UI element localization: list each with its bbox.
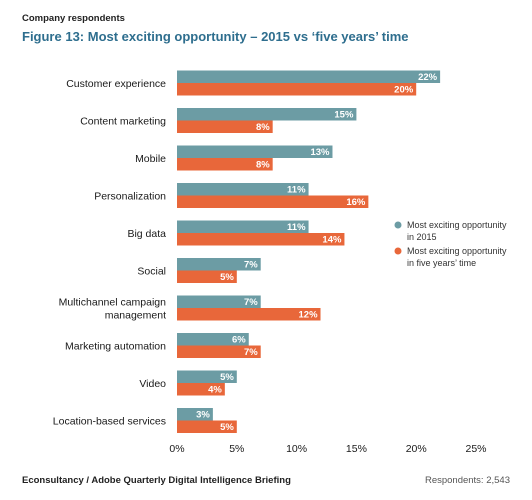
x-tick-label: 25% <box>465 443 486 455</box>
category-label: Customer experience <box>66 78 166 90</box>
legend-marker <box>394 247 402 255</box>
bar <box>177 220 309 233</box>
legend-label: Most exciting opportunity <box>407 246 507 256</box>
bar <box>177 120 273 133</box>
data-label: 4% <box>208 385 222 396</box>
bar <box>177 108 357 121</box>
category-label: Multichannel campaign <box>59 297 167 309</box>
bar <box>177 383 225 396</box>
bar <box>177 158 273 171</box>
bar <box>177 308 321 321</box>
bar <box>177 83 417 96</box>
legend-label: in 2015 <box>407 232 437 242</box>
category-label: management <box>105 310 166 322</box>
legend-label: in five years’ time <box>407 258 476 268</box>
bar <box>177 70 441 83</box>
legend-marker <box>394 221 402 229</box>
category-label: Content marketing <box>80 116 166 128</box>
bar <box>177 333 249 346</box>
respondents-count: Respondents: 2,543 <box>424 475 510 486</box>
x-tick-label: 0% <box>169 443 184 455</box>
bar <box>177 345 261 358</box>
x-tick-label: 10% <box>286 443 307 455</box>
source-note: Econsultancy / Adobe Quarterly Digital I… <box>22 475 291 486</box>
data-label: 6% <box>232 335 246 346</box>
data-label: 11% <box>287 222 306 233</box>
bar <box>177 233 345 246</box>
chart-title: Figure 13: Most exciting opportunity – 2… <box>22 29 409 44</box>
bar <box>177 258 261 271</box>
x-tick-label: 20% <box>406 443 427 455</box>
bar <box>177 370 237 383</box>
data-label: 3% <box>196 410 210 421</box>
data-label: 5% <box>220 272 234 283</box>
bar <box>177 295 261 308</box>
data-label: 7% <box>244 260 258 271</box>
category-label: Big data <box>127 228 166 240</box>
category-label: Personalization <box>94 191 166 203</box>
x-tick-label: 5% <box>229 443 244 455</box>
data-label: 8% <box>256 122 270 133</box>
category-label: Location-based services <box>53 416 166 428</box>
data-label: 16% <box>346 197 366 208</box>
data-label: 12% <box>299 310 319 321</box>
bar <box>177 408 213 421</box>
data-label: 5% <box>220 422 234 433</box>
bar <box>177 195 369 208</box>
legend-label: Most exciting opportunity <box>407 220 507 230</box>
category-label: Social <box>137 266 166 278</box>
category-label: Video <box>139 378 166 390</box>
category-label: Mobile <box>135 153 166 165</box>
bar <box>177 420 237 433</box>
category-label: Marketing automation <box>65 341 166 353</box>
bar <box>177 145 333 158</box>
data-label: 15% <box>334 110 354 121</box>
data-label: 7% <box>244 297 258 308</box>
data-label: 20% <box>394 85 414 96</box>
data-label: 5% <box>220 372 234 383</box>
data-label: 22% <box>418 72 438 83</box>
data-label: 13% <box>310 147 330 158</box>
x-tick-label: 15% <box>346 443 367 455</box>
data-label: 14% <box>322 235 342 246</box>
data-label: 11% <box>287 185 306 196</box>
data-label: 8% <box>256 160 270 171</box>
bar <box>177 270 237 283</box>
bar <box>177 183 309 196</box>
data-label: 7% <box>244 347 258 358</box>
chart-supertitle: Company respondents <box>22 13 125 24</box>
